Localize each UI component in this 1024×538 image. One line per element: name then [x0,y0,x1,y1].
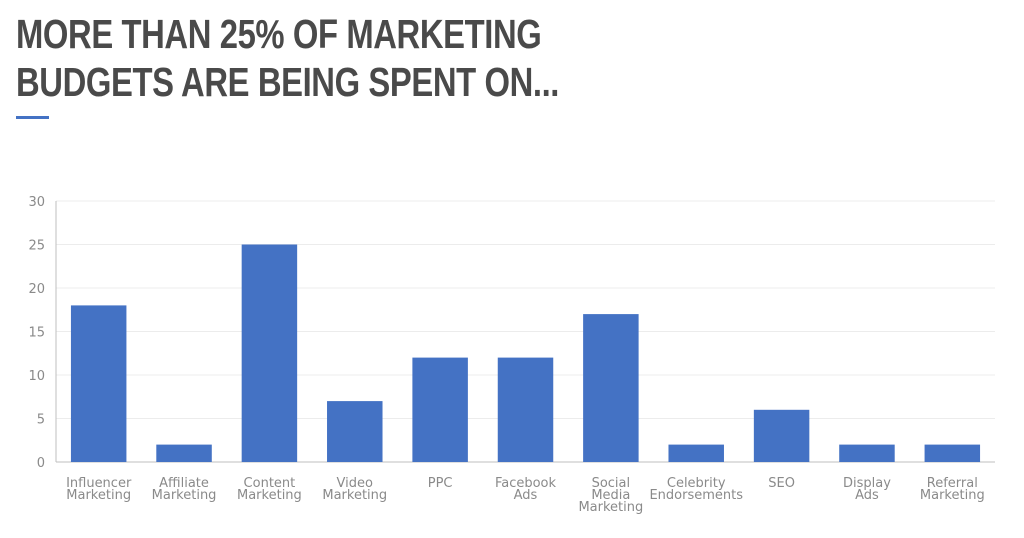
x-tick-label-line: Affiliate [159,476,209,491]
y-tick-label: 30 [28,195,45,210]
bar [156,444,212,462]
x-tick-label: Video Marketing [322,476,387,503]
x-tick-label: Content Marketing [237,476,302,503]
bar [924,444,981,462]
bar [839,444,895,462]
chart-title-line-2: budgets are being spent on... [16,59,560,105]
x-tick-label: Affiliate Marketing [152,476,217,503]
x-tick-label-line: Media [591,488,630,503]
x-tick-label: PPC [428,476,453,491]
title-accent-underline [16,116,49,119]
x-tick-label-line: Content [244,476,296,491]
x-tick-label-line: SEO [768,476,795,491]
x-tick-label-line: Marketing [237,488,302,503]
x-tick-label-line: Ads [514,488,538,503]
bar [70,305,127,462]
x-tick-label-line: Marketing [920,488,985,503]
x-tick-label: Influencer Marketing [66,476,132,503]
y-tick-label: 5 [37,413,45,428]
bar [327,401,383,462]
x-tick-label: Referral Marketing [920,476,985,503]
x-tick-label-line: Marketing [152,488,217,503]
x-tick-label-line: Marketing [322,488,387,503]
x-tick-label-line: Video [337,476,373,491]
x-tick-label-line: Endorsements [649,488,743,503]
x-tick-label-line: Celebrity [667,476,726,491]
x-tick-label-line: Facebook [495,476,557,491]
x-tick-label-line: Marketing [578,500,643,515]
x-tick-label: SEO [768,476,795,491]
y-tick-label: 25 [28,239,45,254]
y-tick-label: 20 [28,282,45,297]
bar [241,244,298,462]
x-tick-label-line: Influencer [66,476,132,491]
x-tick-label-line: Referral [927,476,978,491]
bar [583,314,639,462]
bar [668,444,724,462]
bar [497,357,554,462]
y-tick-label: 0 [37,456,45,471]
x-tick-label-line: Display [843,476,891,491]
x-tick-label: Celebrity Endorsements [649,476,743,503]
x-tick-label: Social Media Marketing [578,476,643,515]
y-tick-label: 10 [28,369,45,384]
x-tick-label: Facebook Ads [495,476,557,503]
bar [412,357,468,462]
x-tick-label: Display Ads [843,476,891,503]
chart-title-line-1: More than 25% of marketing [16,11,542,57]
x-tick-label-line: Marketing [66,488,131,503]
y-tick-label: 15 [28,326,45,341]
bar [753,409,810,462]
x-tick-label-line: Ads [855,488,879,503]
x-tick-label-line: PPC [428,476,453,491]
x-tick-label-line: Social [592,476,631,491]
chart-title: More than 25% of marketing budgets are b… [16,10,559,106]
